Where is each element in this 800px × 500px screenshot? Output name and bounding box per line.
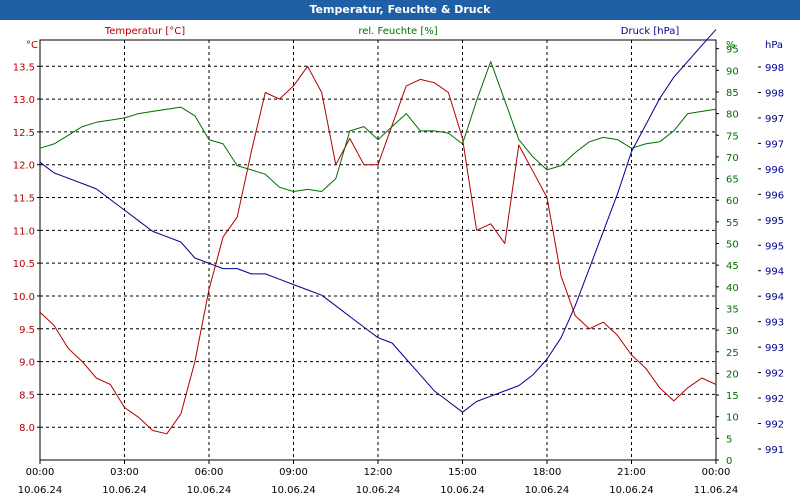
x-tick-time-4: 12:00 bbox=[364, 467, 393, 478]
series-press bbox=[39, 29, 717, 413]
legend-hum: rel. Feuchte [%] bbox=[358, 26, 437, 37]
legend-temp: Temperatur [°C] bbox=[104, 26, 185, 37]
pressure-axis: 991 992 992 992 993 993 994 994 995 995 996 996 997 9… bbox=[758, 40, 784, 456]
x-tick-time-5: 15:00 bbox=[448, 467, 477, 478]
press-tick-11: 996 bbox=[765, 165, 784, 176]
hum-tick-7: 35 bbox=[726, 304, 739, 315]
temp-tick-2: 9.0 bbox=[19, 358, 35, 369]
hum-tick-4: 20 bbox=[726, 369, 739, 380]
temp-tick-8: 12.0 bbox=[13, 161, 35, 172]
hum-tick-16: 80 bbox=[726, 110, 739, 121]
hum-tick-18: 90 bbox=[726, 66, 739, 77]
x-tick-time-6: 18:00 bbox=[533, 467, 562, 478]
x-tick-time-1: 03:00 bbox=[110, 467, 139, 478]
temperature-axis: 8.0 8.5 9.0 9.5 10.0 10.5 11.0 11.5 12.0 12.5 13.0… bbox=[13, 40, 40, 434]
temp-tick-9: 12.5 bbox=[13, 128, 35, 139]
press-tick-14: 998 bbox=[765, 88, 784, 99]
x-tick-date-1: 10.06.24 bbox=[102, 485, 147, 496]
x-tick-date-5: 10.06.24 bbox=[440, 485, 485, 496]
temp-tick-1: 8.5 bbox=[19, 390, 35, 401]
series-hum bbox=[39, 61, 717, 192]
legend: Temperatur [°C] rel. Feuchte [%] Druck [hP… bbox=[104, 26, 680, 37]
temp-tick-3: 9.5 bbox=[19, 325, 35, 336]
hum-tick-1: 5 bbox=[726, 434, 732, 445]
press-tick-12: 997 bbox=[765, 139, 784, 150]
x-tick-date-6: 10.06.24 bbox=[525, 485, 570, 496]
hum-unit: % bbox=[726, 40, 736, 51]
temp-tick-0: 8.0 bbox=[19, 423, 35, 434]
hum-tick-17: 85 bbox=[726, 88, 739, 99]
press-tick-8: 995 bbox=[765, 241, 784, 252]
press-tick-9: 995 bbox=[765, 216, 784, 227]
temp-tick-4: 10.0 bbox=[13, 292, 35, 303]
hum-tick-12: 60 bbox=[726, 196, 739, 207]
hum-tick-2: 10 bbox=[726, 413, 739, 424]
press-tick-1: 992 bbox=[765, 420, 784, 431]
hum-tick-14: 70 bbox=[726, 153, 739, 164]
temp-tick-11: 13.5 bbox=[13, 62, 35, 73]
x-tick-time-0: 00:00 bbox=[26, 467, 55, 478]
x-tick-date-0: 10.06.24 bbox=[18, 485, 63, 496]
series-layer bbox=[39, 29, 717, 435]
press-tick-4: 993 bbox=[765, 343, 784, 354]
x-tick-time-2: 06:00 bbox=[195, 467, 224, 478]
x-tick-date-3: 10.06.24 bbox=[271, 485, 316, 496]
grid-lines bbox=[40, 40, 716, 460]
x-tick-date-7: 10.06.24 bbox=[609, 485, 654, 496]
hum-tick-6: 30 bbox=[726, 326, 739, 337]
legend-press: Druck [hPa] bbox=[621, 26, 680, 37]
x-tick-date-8: 11.06.24 bbox=[694, 485, 739, 496]
humidity-axis: 0 5 10 15 20 25 30 35 40 45 50 55 60 65 70 75 80 85 90 95% bbox=[716, 40, 739, 467]
window-title: Temperatur, Feuchte & Druck bbox=[0, 0, 800, 20]
press-tick-10: 996 bbox=[765, 190, 784, 201]
hum-tick-5: 25 bbox=[726, 348, 739, 359]
x-tick-date-4: 10.06.24 bbox=[356, 485, 401, 496]
hum-tick-15: 75 bbox=[726, 131, 739, 142]
press-tick-6: 994 bbox=[765, 292, 784, 303]
press-tick-15: 998 bbox=[765, 63, 784, 74]
temp-tick-7: 11.5 bbox=[13, 194, 35, 205]
temp-tick-6: 11.0 bbox=[13, 226, 35, 237]
press-tick-2: 992 bbox=[765, 394, 784, 405]
hum-tick-0: 0 bbox=[726, 456, 732, 467]
press-tick-7: 994 bbox=[765, 267, 784, 278]
x-tick-time-7: 21:00 bbox=[617, 467, 646, 478]
press-tick-3: 992 bbox=[765, 369, 784, 380]
temp-tick-5: 10.5 bbox=[13, 259, 35, 270]
hum-tick-8: 40 bbox=[726, 283, 739, 294]
temp-tick-10: 13.0 bbox=[13, 95, 35, 106]
hum-tick-10: 50 bbox=[726, 240, 739, 251]
time-axis: 00:00 10.06.24 03:00 10.06.24 06:00 10.06.24 0… bbox=[18, 460, 739, 496]
x-tick-date-2: 10.06.24 bbox=[187, 485, 232, 496]
x-tick-time-3: 09:00 bbox=[279, 467, 308, 478]
x-tick-time-8: 00:00 bbox=[702, 467, 731, 478]
weather-chart: 8.0 8.5 9.0 9.5 10.0 10.5 11.0 11.5 12.0 12.5 13.0… bbox=[13, 26, 784, 496]
press-unit: hPa bbox=[765, 40, 783, 51]
press-tick-13: 997 bbox=[765, 114, 784, 125]
temp-unit: °C bbox=[26, 40, 38, 51]
hum-tick-19: 95 bbox=[726, 45, 739, 56]
series-temp bbox=[39, 65, 717, 435]
press-tick-5: 993 bbox=[765, 318, 784, 329]
press-tick-0: 991 bbox=[765, 445, 784, 456]
hum-tick-9: 45 bbox=[726, 261, 739, 272]
hum-tick-3: 15 bbox=[726, 391, 739, 402]
hum-tick-11: 55 bbox=[726, 218, 739, 229]
hum-tick-13: 65 bbox=[726, 175, 739, 186]
